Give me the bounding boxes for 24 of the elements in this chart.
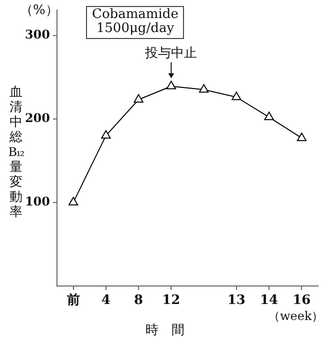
text-box: Cobamamide 1500μg/day bbox=[86, 6, 184, 39]
annotation: 投与中止 bbox=[144, 46, 198, 62]
point bbox=[68, 196, 78, 206]
y-tick-label: 200 bbox=[24, 110, 50, 125]
y-tick-label: 300 bbox=[24, 27, 50, 42]
x-tick-label: 16 bbox=[292, 293, 311, 308]
point bbox=[264, 112, 274, 120]
point bbox=[166, 80, 176, 90]
y-tick-label: 100 bbox=[24, 194, 50, 209]
x-tick-label: 前 bbox=[66, 293, 80, 308]
x-tick-label: 8 bbox=[134, 293, 144, 308]
point bbox=[101, 130, 111, 139]
text: 血清中総B₁₂量変動率 bbox=[8, 85, 24, 220]
x-tick-label: 12 bbox=[162, 293, 180, 308]
annotation: （%） bbox=[20, 3, 58, 18]
x-tick-label: 4 bbox=[101, 293, 110, 308]
x-tick-label: 14 bbox=[260, 293, 278, 308]
text: （week） bbox=[268, 309, 324, 324]
point bbox=[134, 94, 144, 103]
x-tick-label: 13 bbox=[227, 293, 246, 308]
point bbox=[296, 132, 307, 142]
point bbox=[232, 92, 242, 100]
x-axis-title: 時 間 bbox=[144, 323, 186, 338]
point bbox=[198, 84, 209, 93]
